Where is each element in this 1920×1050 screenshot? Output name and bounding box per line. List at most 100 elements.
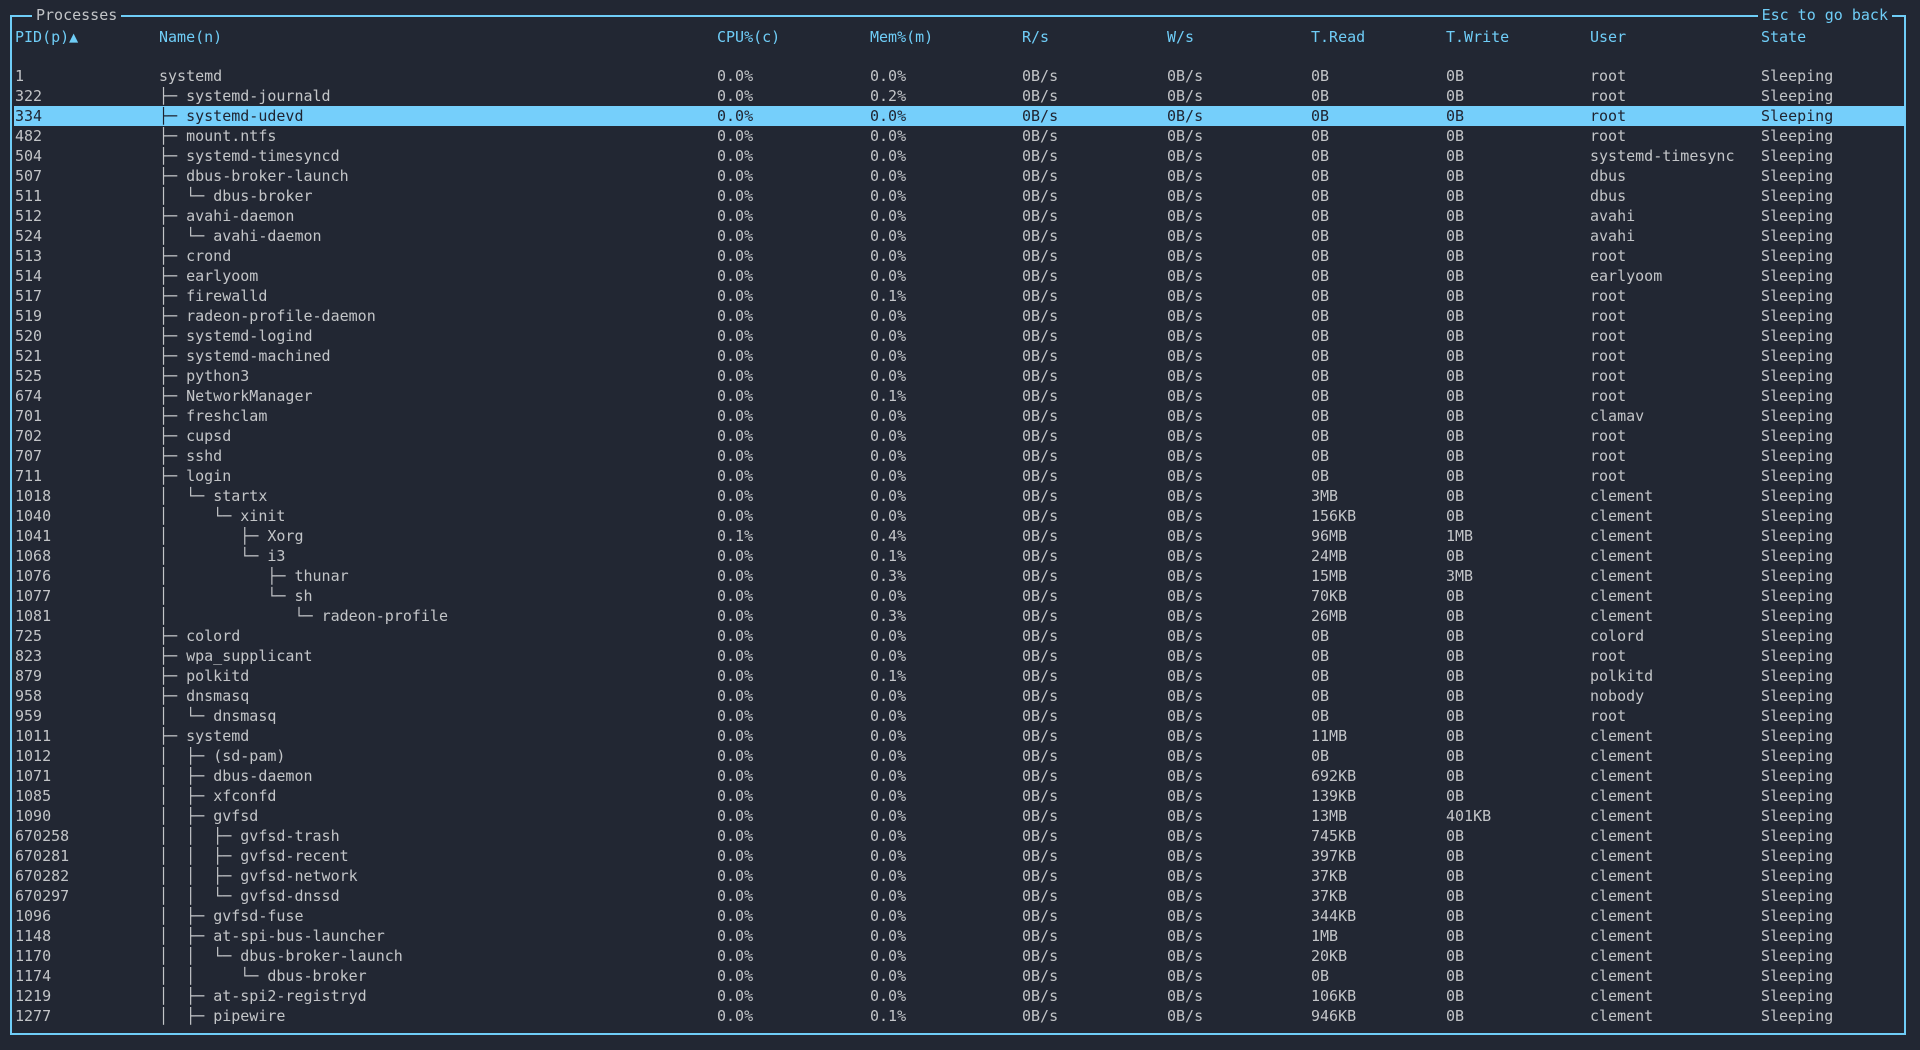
process-row[interactable]: 514 ├─ earlyoom 0.0% 0.0% 0B/s 0B/s 0B 0B earlyo… (14, 266, 1905, 286)
column-header-cpu[interactable]: CPU%(c) (717, 28, 781, 46)
total-write-cell: 0B (1446, 947, 1465, 965)
name-cell: ├─ avahi-daemon (159, 206, 294, 226)
read-rate-cell: 0B/s (1022, 207, 1059, 225)
process-row[interactable]: 520 ├─ systemd-logind 0.0% 0.0% 0B/s 0B/s 0B 0B… (14, 326, 1905, 346)
process-row[interactable]: 701 ├─ freshclam 0.0% 0.0% 0B/s 0B/s 0B 0B clama… (14, 406, 1905, 426)
pid-cell: 670258 (15, 827, 70, 845)
process-row[interactable]: 517 ├─ firewalld 0.0% 0.1% 0B/s 0B/s 0B 0B root S… (14, 286, 1905, 306)
total-write-cell: 0B (1446, 1007, 1465, 1025)
column-header-total-write[interactable]: T.Write (1446, 28, 1510, 46)
total-read-cell: 0B (1311, 367, 1330, 385)
mem-cell: 0.1% (870, 1007, 907, 1025)
process-row[interactable]: 521 ├─ systemd-machined 0.0% 0.0% 0B/s 0B/s 0B… (14, 346, 1905, 366)
read-rate-cell: 0B/s (1022, 707, 1059, 725)
process-row[interactable]: 334 ├─ systemd-udevd 0.0% 0.0% 0B/s 0B/s 0B 0B r… (14, 106, 1905, 126)
tree-branch-icon: │ └─ (159, 707, 214, 725)
process-row[interactable]: 1 systemd 0.0% 0.0% 0B/s 0B/s 0B 0B root Sleeping (14, 66, 1905, 86)
column-header-row: PID(p)▲ Name(n) CPU%(c) Mem%(m) R/s W/s … (14, 27, 1905, 47)
total-read-cell: 37KB (1311, 867, 1348, 885)
name-cell: ├─ freshclam (159, 406, 267, 426)
total-write-cell: 0B (1446, 267, 1465, 285)
cpu-cell: 0.0% (717, 407, 754, 425)
process-row[interactable]: 524 │ └─ avahi-daemon 0.0% 0.0% 0B/s 0B/s 0B 0B… (14, 226, 1905, 246)
column-header-write-rate[interactable]: W/s (1167, 28, 1195, 46)
name-cell: ├─ mount.ntfs (159, 126, 276, 146)
process-row[interactable]: 322 ├─ systemd-journald 0.0% 0.2% 0B/s 0B/s 0B… (14, 86, 1905, 106)
process-row[interactable]: 670258 │ │ ├─ gvfsd-trash 0.0% 0.0% 0B/s 0B/s… (14, 826, 1905, 846)
process-row[interactable]: 1174 │ │ └─ dbus-broker 0.0% 0.0% 0B/s 0B/s 0B… (14, 966, 1905, 986)
column-header-mem[interactable]: Mem%(m) (870, 28, 934, 46)
process-row[interactable]: 1148 │ ├─ at-spi-bus-launcher 0.0% 0.0% 0B/s… (14, 926, 1905, 946)
process-row[interactable]: 1041 │ ├─ Xorg 0.1% 0.4% 0B/s 0B/s 96MB 1MB clem… (14, 526, 1905, 546)
state-cell: Sleeping (1761, 707, 1834, 725)
process-row[interactable]: 1090 │ ├─ gvfsd 0.0% 0.0% 0B/s 0B/s 13MB 401KB c… (14, 806, 1905, 826)
process-row[interactable]: 670282 │ │ ├─ gvfsd-network 0.0% 0.0% 0B/s 0B… (14, 866, 1905, 886)
esc-back-hint[interactable]: Esc to go back (1757, 6, 1892, 24)
process-row[interactable]: 707 ├─ sshd 0.0% 0.0% 0B/s 0B/s 0B 0B root Sleepi… (14, 446, 1905, 466)
cpu-cell: 0.0% (717, 787, 754, 805)
user-cell: root (1590, 287, 1627, 305)
process-row[interactable]: 711 ├─ login 0.0% 0.0% 0B/s 0B/s 0B 0B root Sleep… (14, 466, 1905, 486)
process-row[interactable]: 511 │ └─ dbus-broker 0.0% 0.0% 0B/s 0B/s 0B 0B d… (14, 186, 1905, 206)
write-rate-cell: 0B/s (1167, 867, 1204, 885)
column-header-user[interactable]: User (1590, 28, 1627, 46)
process-row[interactable]: 504 ├─ systemd-timesyncd 0.0% 0.0% 0B/s 0B/s 0… (14, 146, 1905, 166)
process-row[interactable]: 1071 │ ├─ dbus-daemon 0.0% 0.0% 0B/s 0B/s 692K… (14, 766, 1905, 786)
process-row[interactable]: 1011 ├─ systemd 0.0% 0.0% 0B/s 0B/s 11MB 0B clem… (14, 726, 1905, 746)
cpu-cell: 0.0% (717, 307, 754, 325)
process-row[interactable]: 1040 │ └─ xinit 0.0% 0.0% 0B/s 0B/s 156KB 0B cle… (14, 506, 1905, 526)
process-row[interactable]: 519 ├─ radeon-profile-daemon 0.0% 0.0% 0B/s 0… (14, 306, 1905, 326)
name-cell: │ ├─ at-spi2-registryd (159, 986, 367, 1006)
process-row[interactable]: 702 ├─ cupsd 0.0% 0.0% 0B/s 0B/s 0B 0B root Sleep… (14, 426, 1905, 446)
process-row[interactable]: 1277 │ ├─ pipewire 0.0% 0.1% 0B/s 0B/s 946KB 0B… (14, 1006, 1905, 1026)
process-row[interactable]: 525 ├─ python3 0.0% 0.0% 0B/s 0B/s 0B 0B root Sle… (14, 366, 1905, 386)
total-read-cell: 3MB (1311, 487, 1339, 505)
process-row[interactable]: 670297 │ │ └─ gvfsd-dnssd 0.0% 0.0% 0B/s 0B/s… (14, 886, 1905, 906)
process-row[interactable]: 958 ├─ dnsmasq 0.0% 0.0% 0B/s 0B/s 0B 0B nobody S… (14, 686, 1905, 706)
pid-cell: 958 (15, 687, 43, 705)
process-row[interactable]: 507 ├─ dbus-broker-launch 0.0% 0.0% 0B/s 0B/s… (14, 166, 1905, 186)
process-row[interactable]: 482 ├─ mount.ntfs 0.0% 0.0% 0B/s 0B/s 0B 0B root… (14, 126, 1905, 146)
column-header-pid[interactable]: PID(p)▲ (15, 28, 79, 46)
state-cell: Sleeping (1761, 647, 1834, 665)
process-name: dbus-broker (267, 967, 367, 985)
read-rate-cell: 0B/s (1022, 267, 1059, 285)
process-row[interactable]: 879 ├─ polkitd 0.0% 0.1% 0B/s 0B/s 0B 0B polkitd… (14, 666, 1905, 686)
total-write-cell: 0B (1446, 187, 1465, 205)
process-row[interactable]: 959 │ └─ dnsmasq 0.0% 0.0% 0B/s 0B/s 0B 0B root S… (14, 706, 1905, 726)
process-row[interactable]: 1081 │ └─ radeon-profile 0.0% 0.3% 0B/s 0B/s 2… (14, 606, 1905, 626)
process-row[interactable]: 513 ├─ crond 0.0% 0.0% 0B/s 0B/s 0B 0B root Sleep… (14, 246, 1905, 266)
name-cell: ├─ systemd-machined (159, 346, 331, 366)
process-row[interactable]: 670281 │ │ ├─ gvfsd-recent 0.0% 0.0% 0B/s 0B/… (14, 846, 1905, 866)
mem-cell: 0.0% (870, 947, 907, 965)
process-row[interactable]: 725 ├─ colord 0.0% 0.0% 0B/s 0B/s 0B 0B colord Sl… (14, 626, 1905, 646)
process-row[interactable]: 1076 │ ├─ thunar 0.0% 0.3% 0B/s 0B/s 15MB 3MB cl… (14, 566, 1905, 586)
name-cell: ├─ earlyoom (159, 266, 258, 286)
process-row[interactable]: 1096 │ ├─ gvfsd-fuse 0.0% 0.0% 0B/s 0B/s 344KB… (14, 906, 1905, 926)
process-row[interactable]: 1219 │ ├─ at-spi2-registryd 0.0% 0.0% 0B/s 0B… (14, 986, 1905, 1006)
tree-branch-icon: ├─ (159, 307, 187, 325)
name-cell: systemd (159, 66, 222, 86)
column-header-name[interactable]: Name(n) (159, 28, 223, 46)
column-header-total-read[interactable]: T.Read (1311, 28, 1366, 46)
process-row[interactable]: 1012 │ ├─ (sd-pam) 0.0% 0.0% 0B/s 0B/s 0B 0B cle… (14, 746, 1905, 766)
process-row[interactable]: 823 ├─ wpa_supplicant 0.0% 0.0% 0B/s 0B/s 0B 0B… (14, 646, 1905, 666)
total-write-cell: 0B (1446, 907, 1465, 925)
column-header-read-rate[interactable]: R/s (1022, 28, 1050, 46)
process-row[interactable]: 512 ├─ avahi-daemon 0.0% 0.0% 0B/s 0B/s 0B 0B av… (14, 206, 1905, 226)
name-cell: │ ├─ thunar (159, 566, 349, 586)
column-header-state[interactable]: State (1761, 28, 1807, 46)
cpu-cell: 0.0% (717, 287, 754, 305)
total-read-cell: 0B (1311, 347, 1330, 365)
process-row[interactable]: 1170 │ │ └─ dbus-broker-launch 0.0% 0.0% 0B/… (14, 946, 1905, 966)
read-rate-cell: 0B/s (1022, 607, 1059, 625)
process-row[interactable]: 1018 │ └─ startx 0.0% 0.0% 0B/s 0B/s 3MB 0B clem… (14, 486, 1905, 506)
process-row[interactable]: 674 ├─ NetworkManager 0.0% 0.1% 0B/s 0B/s 0B 0B… (14, 386, 1905, 406)
state-cell: Sleeping (1761, 127, 1834, 145)
process-row[interactable]: 1077 │ └─ sh 0.0% 0.0% 0B/s 0B/s 70KB 0B clement… (14, 586, 1905, 606)
processes-panel: Processes Esc to go back (10, 6, 1906, 1035)
process-row[interactable]: 1085 │ ├─ xfconfd 0.0% 0.0% 0B/s 0B/s 139KB 0B c… (14, 786, 1905, 806)
write-rate-cell: 0B/s (1167, 387, 1204, 405)
process-row[interactable]: 1068 │ └─ i3 0.0% 0.1% 0B/s 0B/s 24MB 0B clement… (14, 546, 1905, 566)
state-cell: Sleeping (1761, 187, 1834, 205)
